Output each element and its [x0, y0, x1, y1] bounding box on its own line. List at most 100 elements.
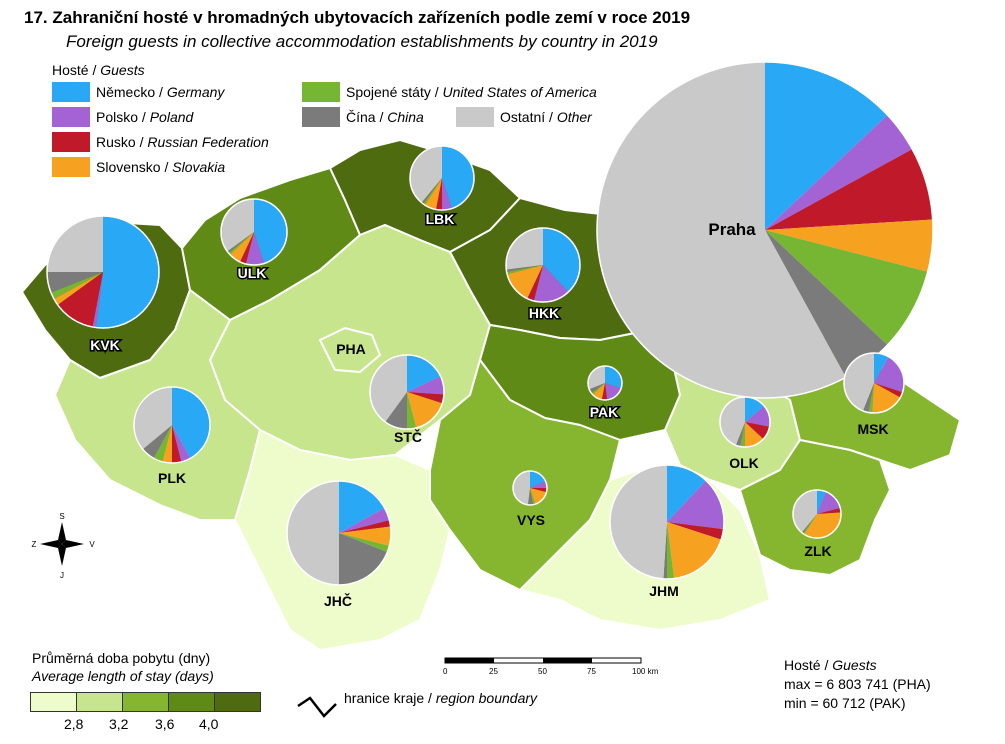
pie-slice	[720, 397, 745, 446]
scale-tick: 0	[443, 667, 448, 676]
legend-item-germany: Německo / Germany	[52, 82, 224, 102]
pie-slice	[802, 514, 817, 535]
pie-outline	[512, 470, 548, 506]
pie-label-plk: PLK	[158, 470, 186, 486]
pie-outline	[133, 386, 211, 464]
compass-south: J	[60, 571, 64, 580]
pie-slice	[423, 178, 442, 206]
pie-label-olk: OLK	[729, 455, 759, 471]
pie-slice	[339, 533, 388, 585]
compass-east: V	[89, 540, 95, 549]
pie-slice	[591, 383, 605, 395]
pie-olk	[719, 396, 771, 448]
pie-slice	[407, 392, 443, 428]
pie-kvk	[46, 215, 160, 329]
pie-label-ulk: ULK	[238, 265, 267, 281]
map-title: 17. Zahraniční hosté v hromadných ubytov…	[24, 8, 691, 27]
pie-slice	[765, 62, 888, 230]
pie-slice	[667, 522, 722, 579]
pie-jhč	[286, 480, 392, 586]
pie-slice	[667, 522, 724, 540]
pie-slice	[765, 219, 934, 272]
pie-slice	[92, 272, 103, 328]
pie-slice	[663, 522, 667, 579]
pie-lbk	[409, 145, 475, 211]
scale-tick: 50	[538, 667, 547, 676]
pie-plk	[133, 386, 211, 464]
stay-legend-classes	[30, 692, 261, 712]
pie-slice	[339, 520, 391, 533]
pie-label-pak: PAK	[590, 404, 619, 420]
legend-swatch	[52, 82, 90, 102]
pie-slice	[95, 216, 159, 328]
pie-label-zlk: ZLK	[804, 543, 831, 559]
pie-slice	[530, 471, 546, 488]
pie-label-jhc: JHČ	[324, 592, 352, 609]
pie-slice	[505, 228, 543, 270]
pie-outline	[587, 365, 623, 401]
legend-item-china: Čína / China	[302, 107, 424, 127]
pie-outline	[792, 489, 842, 539]
legend-swatch	[52, 107, 90, 127]
pie-slice	[740, 422, 745, 447]
stay-tick: 3,2	[109, 716, 129, 732]
pie-slice	[817, 491, 841, 514]
stay-class	[214, 692, 261, 712]
pie-outline	[596, 61, 934, 399]
pie-outline	[609, 464, 725, 580]
pie-slice	[804, 512, 841, 538]
pie-slice	[745, 406, 771, 427]
pie-stč	[369, 354, 445, 430]
pie-jhm	[609, 464, 725, 580]
pie-slice	[287, 481, 339, 585]
pie-slice	[745, 422, 770, 440]
pie-slice	[765, 115, 913, 230]
pie-outline	[369, 354, 445, 430]
pie-slice	[47, 272, 103, 293]
pie-slice	[339, 533, 390, 553]
pie-slice	[162, 425, 172, 464]
pie-vys	[512, 470, 548, 506]
pie-ulk	[220, 198, 288, 266]
pie-slice	[370, 355, 407, 422]
stay-class	[76, 692, 123, 712]
pie-slice	[874, 356, 904, 393]
pie-slice	[868, 383, 874, 413]
guests-min: min = 60 712 (PAK)	[784, 695, 906, 711]
compass-rose: S J Z V	[32, 512, 96, 580]
compass-west: Z	[32, 540, 37, 549]
pie-slice	[409, 145, 442, 203]
pie-slice	[793, 490, 817, 533]
stay-class	[122, 692, 169, 712]
pie-slice	[844, 353, 874, 411]
pie-slice	[47, 216, 103, 272]
pie-slice	[530, 488, 547, 493]
pie-slice	[142, 425, 172, 459]
pie-slice	[254, 199, 287, 264]
pie-slice	[527, 265, 543, 301]
pie-slice	[407, 355, 441, 392]
pie-outline	[409, 145, 475, 211]
legend-swatch	[52, 157, 90, 177]
stay-class	[30, 692, 77, 712]
pie-slice	[512, 470, 530, 505]
pie-outline	[719, 396, 771, 448]
pie-slice	[53, 272, 103, 305]
pie-slice	[533, 265, 569, 303]
legend-swatch	[302, 82, 340, 102]
pie-label-lbk: LBK	[426, 211, 455, 227]
pie-slice	[57, 272, 103, 328]
pie-label-praha: Praha	[708, 220, 756, 239]
pie-slice	[220, 199, 254, 252]
pie-praha	[596, 61, 934, 399]
stay-tick: 2,8	[64, 716, 84, 732]
pie-slice	[667, 480, 724, 530]
pie-slice	[239, 232, 254, 264]
pie-slice	[421, 178, 442, 204]
pie-slice	[134, 387, 172, 450]
pie-legend-title: Hosté / Guests	[52, 62, 145, 78]
pie-slice	[442, 178, 452, 210]
pie-slice	[765, 230, 888, 378]
pie-slice	[745, 397, 765, 422]
pie-slice	[745, 422, 764, 447]
